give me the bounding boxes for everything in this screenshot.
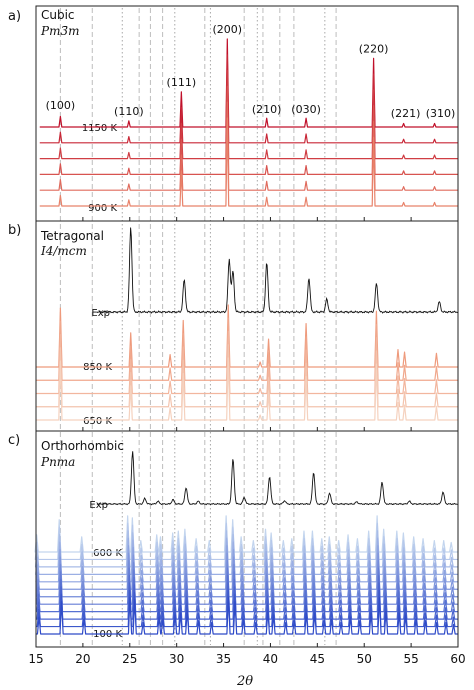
hkl-label: (210) (252, 103, 282, 116)
curves-tetragonal (36, 227, 458, 421)
row-label-650K: 650 K (83, 416, 112, 427)
curves-orthorhombic (34, 451, 458, 635)
exp-pattern (96, 451, 458, 506)
x-tick-label: 50 (357, 652, 372, 666)
hkl-label: (100) (46, 99, 76, 112)
reference-lines (59, 8, 337, 645)
x-tick-label: 25 (122, 652, 137, 666)
calc-pattern-5 (39, 101, 458, 191)
x-tick-label: 60 (450, 652, 465, 666)
panel-letter-c: c) (8, 433, 20, 448)
hkl-label: (200) (213, 23, 243, 36)
panel-frames (35, 5, 459, 648)
calc-pattern-9 (36, 574, 458, 613)
calc-pattern-4 (39, 85, 458, 175)
space-group-orthorhombic: Pnma (40, 455, 75, 469)
row-label-1150K: 1150 K (82, 123, 118, 134)
panel-frame-3 (35, 430, 459, 648)
phase-name-orthorhombic: Orthorhombic (41, 439, 124, 453)
hkl-label: (221) (391, 107, 421, 120)
calc-pattern-7 (35, 560, 458, 598)
curves-cubic (39, 38, 458, 207)
calc-pattern-6 (39, 117, 458, 207)
hkl-label: (110) (114, 105, 144, 118)
row-label-600K: 600 K (93, 548, 122, 559)
x-tick-label: 55 (403, 652, 418, 666)
phase-name-tetragonal: Tetragonal (40, 229, 104, 243)
x-tick-label: 45 (310, 652, 325, 666)
x-tick-label: 35 (216, 652, 231, 666)
row-label-900K: 900 K (88, 203, 117, 214)
calc-pattern-11 (36, 589, 458, 628)
panel-letter-a: a) (8, 9, 21, 24)
hkl-label: (111) (167, 76, 197, 89)
calc-pattern-1 (34, 515, 458, 553)
hkl-label: (220) (359, 42, 389, 55)
exp-pattern (96, 227, 458, 314)
panel-cubic: a) Cubic Pm3̄m 1150 K 900 K (100) (110) (1… (8, 8, 458, 214)
space-group-tetragonal: I4/mcm (40, 244, 87, 258)
calc-pattern-2 (39, 54, 458, 144)
calc-pattern-1 (36, 304, 458, 368)
calc-pattern-3 (39, 70, 458, 160)
x-tick-label: 15 (28, 652, 43, 666)
phase-name-cubic: Cubic (41, 8, 75, 22)
calc-pattern-10 (36, 582, 458, 620)
hkl-label: (310) (426, 107, 456, 120)
exp-label-orthorhombic: Exp (89, 500, 108, 511)
calc-pattern-2 (36, 317, 458, 381)
calc-pattern-8 (35, 567, 458, 605)
hkl-label: (030) (291, 103, 321, 116)
panel-tetragonal: b) Tetragonal I4/mcm Exp 850 K 650 K (8, 223, 458, 427)
calc-pattern-4 (36, 344, 458, 408)
space-group-cubic: Pm3̄m (40, 24, 79, 38)
x-tick-label: 40 (263, 652, 278, 666)
calc-pattern-1 (39, 38, 458, 128)
panel-frame-2 (35, 220, 459, 432)
calc-pattern-3 (36, 330, 458, 395)
x-tick-label: 20 (75, 652, 90, 666)
panel-letter-b: b) (8, 223, 21, 238)
calc-pattern-5 (36, 357, 458, 421)
x-tick-label: 30 (169, 652, 184, 666)
calc-pattern-12 (36, 597, 458, 635)
x-axis-title: 2θ (236, 674, 253, 689)
x-axis: 15 20 25 30 35 40 45 50 55 60 (28, 217, 466, 666)
exp-label-tetragonal: Exp (91, 308, 110, 319)
panel-orthorhombic: c) Orthorhombic Pnma Exp 600 K 100 K (8, 433, 458, 640)
